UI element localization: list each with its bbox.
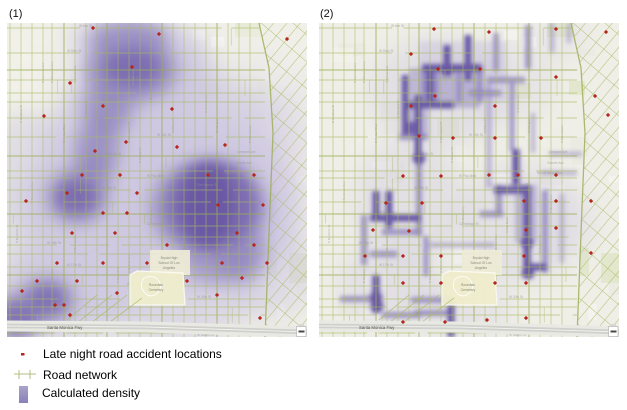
svg-text:Santa Monica Fwy: Santa Monica Fwy — [47, 325, 83, 330]
svg-text:Rosedale: Rosedale — [149, 283, 163, 287]
svg-text:Angeles: Angeles — [163, 266, 176, 270]
svg-text:Cemetery: Cemetery — [149, 288, 164, 292]
svg-text:Bryda High: Bryda High — [473, 256, 490, 260]
svg-text:Bryda High: Bryda High — [161, 256, 178, 260]
svg-text:Rosedale: Rosedale — [461, 283, 475, 287]
svg-text:School Of Los: School Of Los — [158, 261, 180, 265]
svg-text:Angeles: Angeles — [475, 266, 488, 270]
svg-text:School Of Los: School Of Los — [470, 261, 492, 265]
svg-text:Cemetery: Cemetery — [461, 288, 476, 292]
svg-text:Santa Monica Fwy: Santa Monica Fwy — [359, 325, 395, 330]
